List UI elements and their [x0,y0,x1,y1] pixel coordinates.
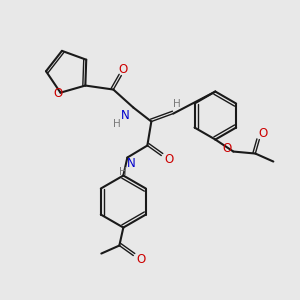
Text: O: O [54,87,63,100]
Text: O: O [165,153,174,166]
Text: H: H [113,118,121,128]
Text: N: N [121,109,130,122]
Text: O: O [259,127,268,140]
Text: O: O [223,142,232,155]
Text: H: H [119,167,127,176]
Text: H: H [173,98,181,109]
Text: N: N [127,157,136,170]
Text: O: O [137,253,146,266]
Text: O: O [119,63,128,76]
